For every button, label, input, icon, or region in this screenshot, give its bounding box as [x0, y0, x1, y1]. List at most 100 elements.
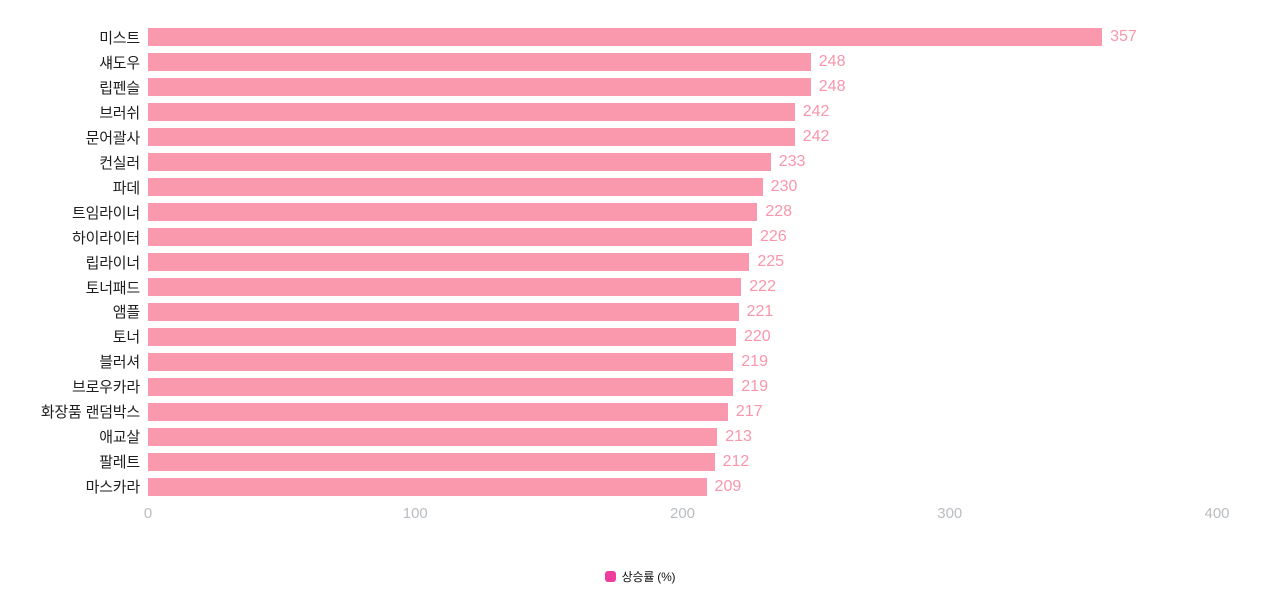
x-axis: 0 100 200 300 400: [144, 503, 1230, 525]
bar-track: 357: [148, 25, 1217, 50]
category-label: 문어괄사: [85, 129, 141, 147]
bar-row: 토너 220: [0, 324, 1280, 349]
bar-row: 마스카라 209: [0, 474, 1280, 499]
bar-row: 파데 230: [0, 175, 1280, 200]
bar[interactable]: [148, 402, 728, 421]
bar[interactable]: [148, 253, 750, 272]
category-label: 마스카라: [85, 479, 141, 497]
bar-track: 219: [148, 349, 1217, 374]
bar-row: 브러쉬 242: [0, 100, 1280, 125]
bar-track: 242: [148, 125, 1217, 150]
value-label: 217: [735, 402, 763, 420]
category-label: 미스트: [99, 29, 140, 47]
bar[interactable]: [148, 477, 707, 496]
category-label: 토너패드: [85, 279, 141, 297]
bar-track: 217: [148, 399, 1217, 424]
bar-track: 219: [148, 374, 1217, 399]
category-label: 립펜슬: [99, 79, 140, 97]
x-axis-tick: 100: [402, 505, 428, 522]
bar[interactable]: [148, 153, 771, 172]
value-label: 212: [722, 452, 750, 470]
bar-row: 블러셔 219: [0, 349, 1280, 374]
bar-track: 226: [148, 225, 1217, 250]
bar[interactable]: [148, 327, 736, 346]
bar[interactable]: [148, 203, 758, 222]
bar[interactable]: [148, 377, 734, 396]
bar[interactable]: [148, 53, 811, 72]
category-label: 브로우카라: [71, 379, 140, 397]
value-label: 230: [770, 178, 798, 196]
value-label: 242: [802, 128, 830, 146]
category-label: 화장품 랜덤박스: [40, 404, 140, 422]
bar[interactable]: [148, 302, 739, 321]
chart-rows: 미스트 357 섀도우 248 립펜슬 248 브러쉬 242 문어괄사 242: [0, 25, 1280, 499]
bar-row: 컨실러 233: [0, 150, 1280, 175]
value-label: 213: [725, 427, 752, 445]
legend-marker-icon: [604, 571, 616, 582]
bar[interactable]: [148, 278, 742, 296]
category-label: 하이라이터: [71, 229, 140, 247]
value-label: 219: [741, 377, 768, 395]
value-label: 225: [757, 253, 785, 271]
bar-row: 립펜슬 248: [0, 75, 1280, 100]
bar-row: 화장품 랜덤박스 217: [0, 399, 1280, 424]
bar-track: 230: [148, 175, 1217, 200]
bar-track: 212: [148, 449, 1217, 474]
bar-row: 립라이너 225: [0, 250, 1280, 275]
bar[interactable]: [148, 178, 763, 197]
bar-track: 225: [148, 250, 1217, 275]
value-label: 226: [759, 228, 787, 246]
bar-track: 221: [148, 299, 1217, 324]
bar-track: 233: [148, 150, 1217, 175]
value-label: 357: [1110, 28, 1137, 46]
bar[interactable]: [148, 352, 734, 371]
bar-track: 228: [148, 200, 1217, 225]
category-label: 팔레트: [99, 454, 140, 472]
value-label: 228: [765, 203, 793, 221]
bar[interactable]: [148, 228, 752, 247]
value-label: 219: [741, 352, 768, 370]
category-label: 토너: [112, 329, 140, 347]
value-label: 222: [749, 278, 776, 295]
bar-track: 209: [148, 474, 1217, 499]
bar[interactable]: [148, 452, 715, 471]
bar-row: 미스트 357: [0, 25, 1280, 50]
bar[interactable]: [148, 128, 795, 147]
value-label: 233: [778, 153, 806, 171]
category-label: 컨실러: [99, 154, 140, 172]
bar-row: 트임라이너 228: [0, 200, 1280, 225]
x-axis-tick: 200: [669, 505, 696, 522]
bar-row: 앰플 221: [0, 299, 1280, 324]
category-label: 브러쉬: [99, 104, 140, 122]
bar-track: 213: [148, 424, 1217, 449]
bar-row: 애교살 213: [0, 424, 1280, 449]
category-label: 애교살: [99, 429, 140, 447]
category-label: 블러셔: [99, 354, 140, 372]
bar-row: 문어괄사 242: [0, 125, 1280, 150]
category-label: 트임라이너: [71, 204, 140, 222]
bar-track: 248: [148, 50, 1217, 75]
bar[interactable]: [148, 103, 795, 122]
bar[interactable]: [148, 78, 811, 97]
x-axis-tick: 400: [1204, 505, 1230, 522]
category-label: 립라이너: [85, 254, 141, 272]
bar-row: 토너패드 222: [0, 275, 1280, 300]
value-label: 248: [818, 78, 846, 96]
value-label: 220: [743, 327, 771, 345]
category-label: 섀도우: [99, 54, 140, 72]
bar-track: 248: [148, 75, 1217, 100]
x-axis-tick: 0: [143, 505, 153, 522]
legend-item[interactable]: 상승률 (%): [0, 568, 1280, 585]
legend-label: 상승률 (%): [621, 570, 676, 584]
bar-track: 242: [148, 100, 1217, 125]
bar[interactable]: [148, 427, 718, 446]
value-label: 248: [818, 53, 846, 71]
bar-row: 하이라이터 226: [0, 225, 1280, 250]
x-axis-tick: 300: [937, 505, 963, 522]
bar[interactable]: [148, 28, 1103, 47]
value-label: 221: [746, 302, 774, 320]
bar-track: 220: [148, 324, 1217, 349]
bar-track: 222: [148, 275, 1217, 300]
bar-row: 섀도우 248: [0, 50, 1280, 75]
